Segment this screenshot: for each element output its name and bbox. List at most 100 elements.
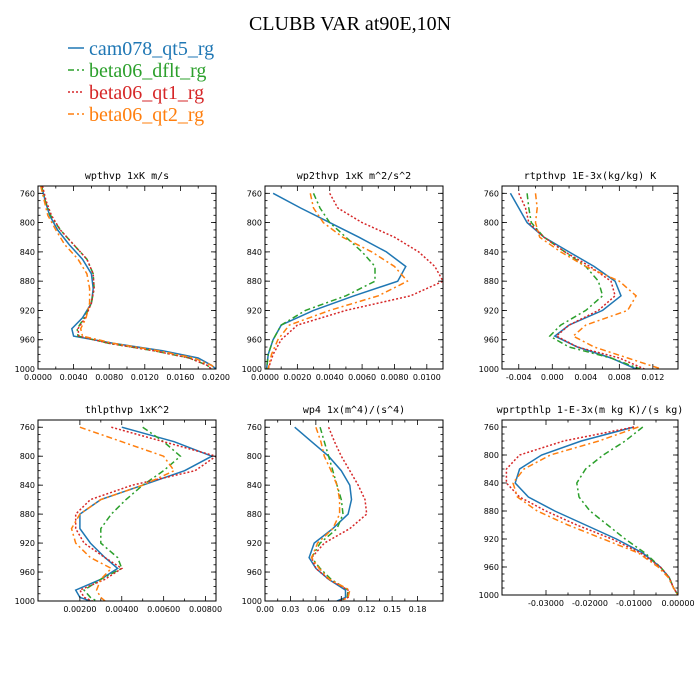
- series-group: [509, 192, 662, 369]
- y-tick-label: 800: [20, 452, 35, 461]
- series-line: [74, 426, 214, 601]
- x-tick-label: 0.0000: [251, 373, 279, 382]
- series-line: [514, 426, 678, 595]
- series-line: [70, 426, 176, 601]
- y-tick-label: 880: [247, 277, 262, 286]
- y-tick-label: 800: [484, 219, 499, 228]
- panel-title: wpthvp 1xK m/s: [85, 171, 169, 182]
- y-tick-label: 760: [20, 423, 35, 432]
- y-tick-label: 800: [484, 451, 499, 460]
- series-line: [267, 193, 409, 369]
- y-tick-label: 760: [484, 189, 499, 198]
- y-tick-label: 1000: [15, 365, 35, 374]
- plot-frame: [37, 419, 217, 602]
- chart-panel: wp2thvp 1xK m^2/s^2 760 800 840 880 920 960 100…: [242, 171, 444, 382]
- y-tick-label: 840: [20, 481, 35, 490]
- x-tick-label: -0.03000: [528, 599, 564, 608]
- x-tick-label: 0.00200: [63, 605, 96, 614]
- chart-panel: wp4 1x(m^4)/(s^4)76080084088092096010000…: [242, 405, 444, 614]
- y-tick-label: 960: [484, 336, 499, 345]
- y-tick-label: 800: [247, 219, 262, 228]
- x-tick-label: 0.12: [358, 605, 376, 614]
- x-tick-label: 0.18: [409, 605, 427, 614]
- series-line: [310, 426, 349, 601]
- series-line: [265, 192, 407, 369]
- legend-label: beta06_dflt_rg: [89, 60, 206, 82]
- y-tick-label: 960: [20, 568, 35, 577]
- series-group: [265, 192, 443, 369]
- legend-entry: beta06_qt1_rg: [68, 82, 204, 104]
- plot-frame: [501, 185, 679, 370]
- y-tick-label: 1000: [242, 597, 262, 606]
- x-tick-label: 0.0020: [283, 373, 311, 382]
- x-tick-label: 0.00: [256, 605, 274, 614]
- y-tick-label: 800: [247, 452, 262, 461]
- x-tick-label: 0.00400: [105, 605, 138, 614]
- panel-title: thlpthvp 1xK^2: [85, 405, 169, 416]
- series-line: [576, 426, 678, 595]
- y-tick-label: 960: [247, 336, 262, 345]
- y-tick-label: 760: [20, 189, 35, 198]
- series-group: [70, 426, 216, 601]
- panel-title: wp4 1x(m^4)/(s^4): [303, 405, 405, 416]
- y-tick-label: 880: [484, 507, 499, 516]
- series-line: [310, 426, 351, 601]
- y-tick-label: 840: [484, 479, 499, 488]
- y-tick-label: 920: [20, 306, 35, 315]
- series-line: [505, 426, 678, 595]
- x-tick-label: 0.0080: [380, 373, 408, 382]
- x-tick-label: 0.0100: [413, 373, 441, 382]
- legend-entry: cam078_qt5_rg: [68, 38, 214, 60]
- y-tick-label: 920: [484, 306, 499, 315]
- series-line: [518, 192, 645, 369]
- x-tick-label: -0.02000: [572, 599, 608, 608]
- y-tick-label: 1000: [15, 597, 35, 606]
- series-line: [509, 192, 637, 369]
- plot-frame: [37, 185, 217, 370]
- series-line: [40, 186, 216, 369]
- y-tick-label: 800: [20, 219, 35, 228]
- y-tick-label: 1000: [479, 365, 499, 374]
- series-line: [265, 192, 376, 369]
- y-tick-label: 920: [247, 306, 262, 315]
- y-tick-label: 960: [20, 336, 35, 345]
- plot-frame: [501, 419, 679, 596]
- x-tick-label: 0.012: [641, 373, 664, 382]
- y-tick-label: 880: [247, 510, 262, 519]
- plot-frame: [264, 185, 444, 370]
- x-tick-label: 0.0040: [316, 373, 344, 382]
- y-tick-label: 760: [247, 189, 262, 198]
- series-line: [294, 426, 353, 601]
- x-tick-label: 0.0060: [348, 373, 376, 382]
- x-tick-label: 0.000: [541, 373, 564, 382]
- legend: cam078_qt5_rg beta06_dflt_rg beta06_qt1_…: [68, 38, 214, 126]
- series-line: [41, 186, 212, 369]
- y-tick-label: 760: [484, 423, 499, 432]
- series-group: [505, 426, 678, 595]
- x-tick-label: 0.0120: [131, 373, 159, 382]
- legend-label: beta06_qt1_rg: [89, 82, 204, 104]
- series-line: [40, 186, 212, 369]
- series-line: [267, 192, 443, 369]
- series-line: [82, 426, 182, 601]
- legend-entry: beta06_qt2_rg: [68, 104, 204, 126]
- x-tick-label: 0.15: [383, 605, 401, 614]
- chart-panel: thlpthvp 1xK^2 760 800 840 880 920 960 1000 0.00…: [15, 405, 222, 614]
- legend-label: cam078_qt5_rg: [89, 38, 214, 60]
- y-tick-label: 880: [20, 510, 35, 519]
- panel-title: wprtpthlp 1-E-3x(m kg K)/(s kg): [497, 405, 684, 416]
- plot-frame: [264, 419, 444, 602]
- y-tick-label: 840: [20, 248, 35, 257]
- y-tick-label: 1000: [479, 591, 499, 600]
- y-tick-label: 840: [247, 248, 262, 257]
- y-tick-label: 920: [20, 539, 35, 548]
- x-tick-label: 0.0000: [24, 373, 52, 382]
- x-tick-label: -0.004: [506, 373, 532, 382]
- x-tick-label: 0.0080: [95, 373, 123, 382]
- x-tick-label: 0.00000: [661, 599, 694, 608]
- series-line: [512, 426, 678, 595]
- y-tick-label: 920: [247, 539, 262, 548]
- panel-title: rtpthvp 1E-3x(kg/kg) K: [524, 171, 656, 182]
- y-tick-label: 760: [247, 423, 262, 432]
